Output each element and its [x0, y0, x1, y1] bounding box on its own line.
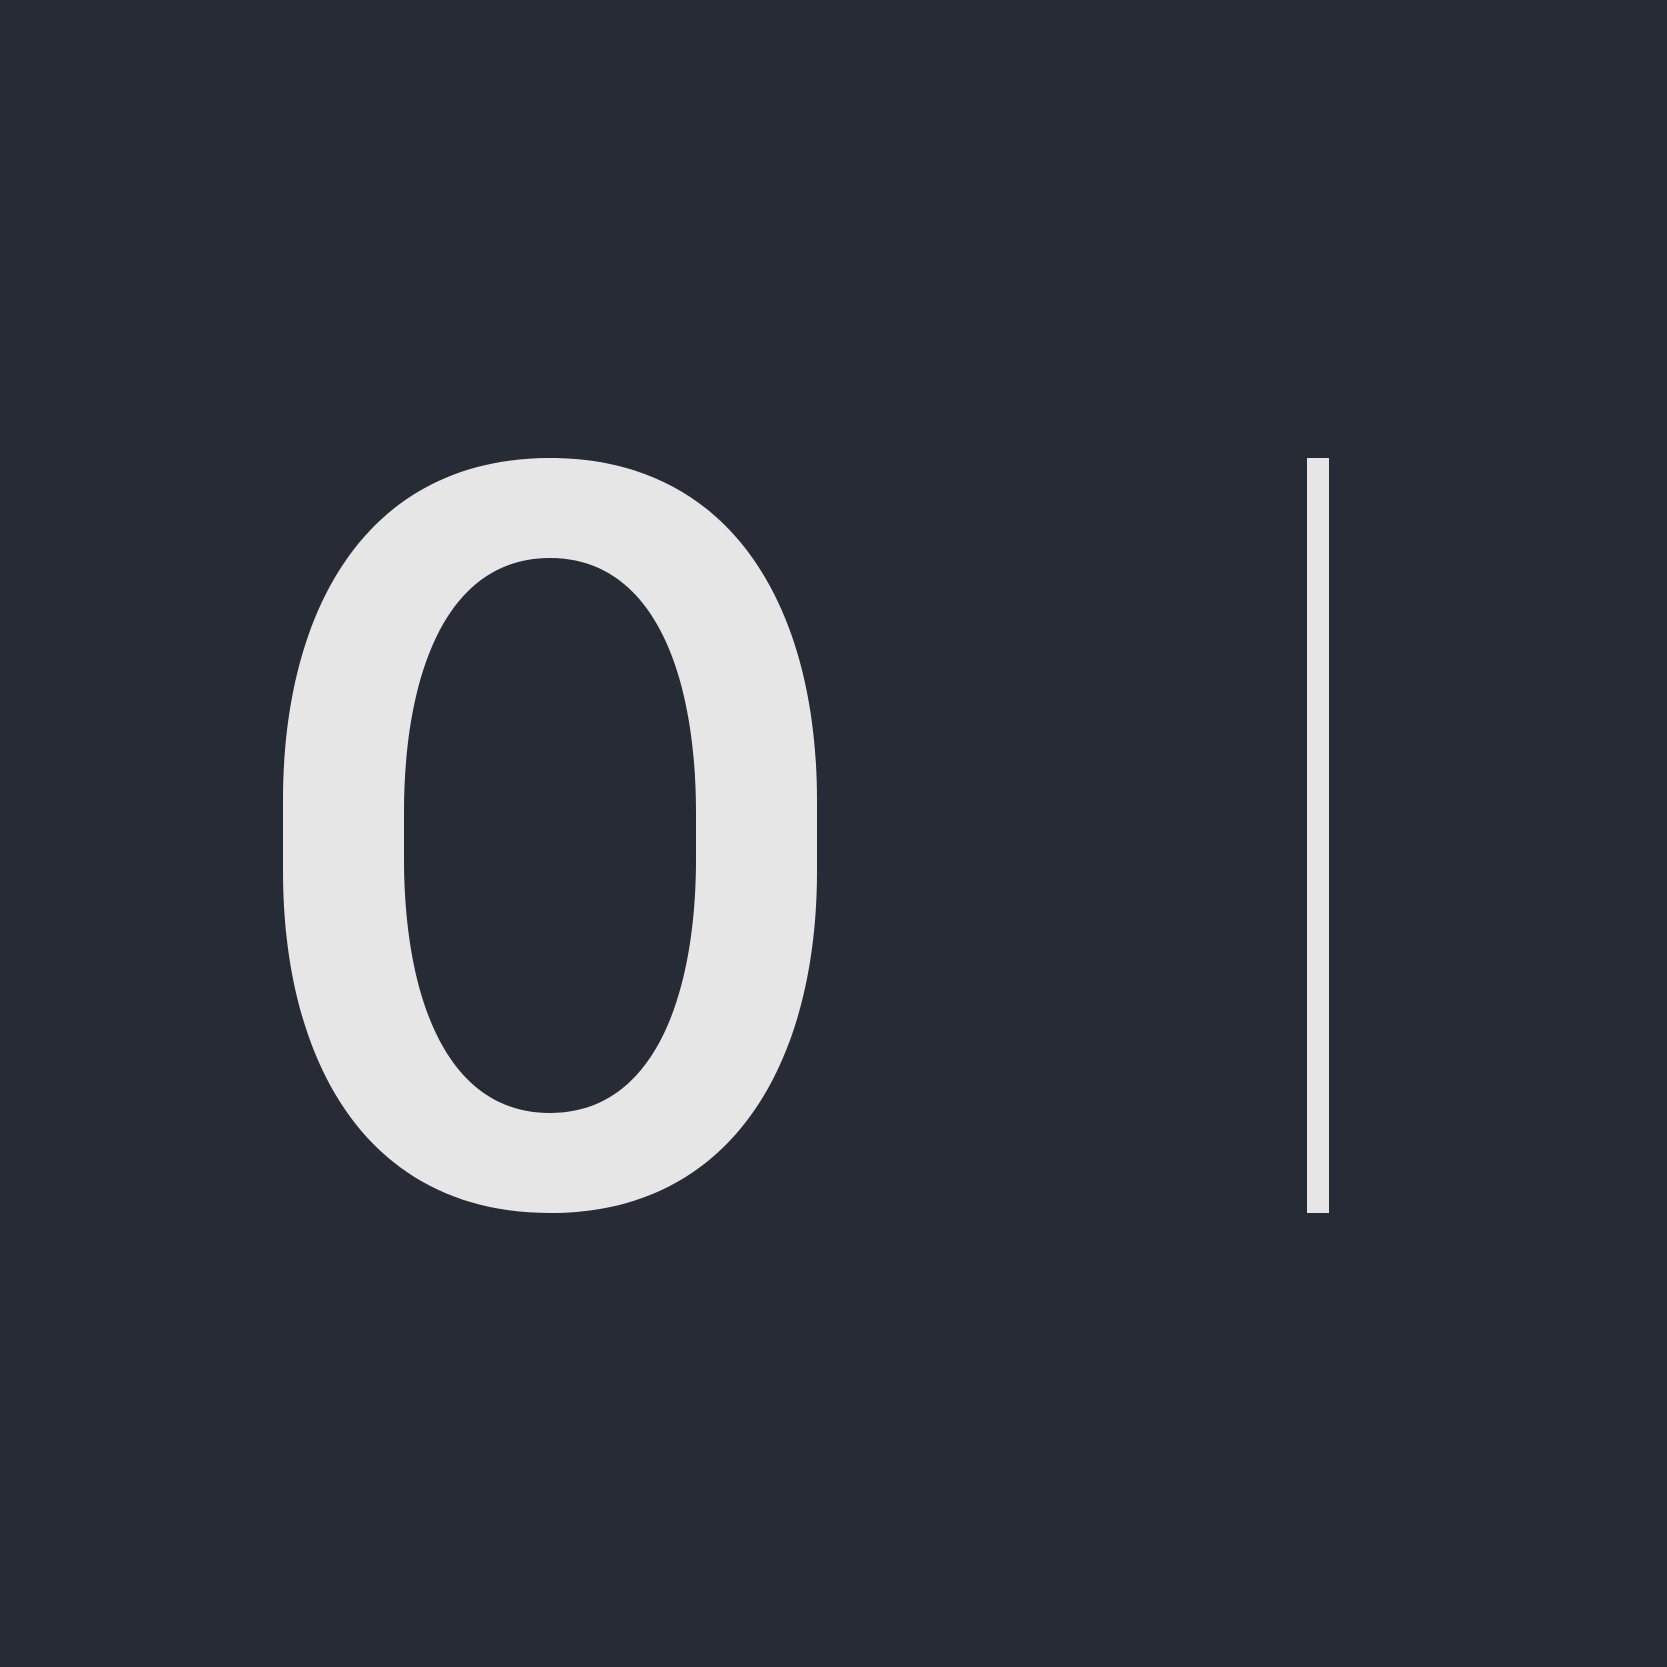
display-value: 0: [283, 458, 817, 1213]
text-cursor-icon: [1307, 458, 1329, 1213]
